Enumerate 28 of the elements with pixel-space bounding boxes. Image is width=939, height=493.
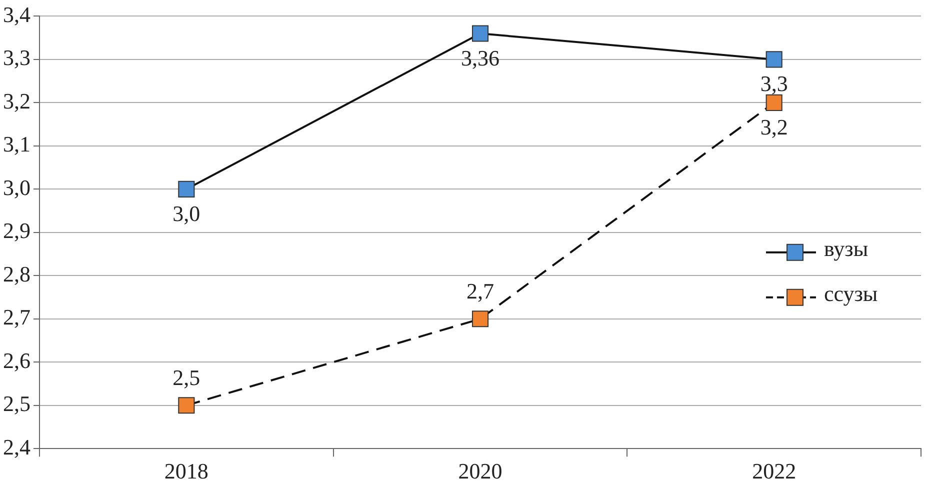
legend-label: вузы xyxy=(824,236,868,262)
legend-label: ссузы xyxy=(824,281,878,306)
y-tick-label: 3,0 xyxy=(3,174,30,200)
y-tick-label: 3,1 xyxy=(3,132,30,157)
x-tick-label: 2020 xyxy=(458,458,502,484)
y-tick-label: 2,5 xyxy=(3,391,30,416)
data-label: 3,2 xyxy=(760,114,788,140)
y-tick-label: 2,8 xyxy=(3,261,30,286)
y-tick-label: 2,7 xyxy=(3,304,30,330)
point xyxy=(472,310,489,328)
point xyxy=(178,180,195,198)
data-label: 3,0 xyxy=(172,200,200,226)
y-tick-label: 2,6 xyxy=(3,348,30,373)
y-tick-label: 2,4 xyxy=(3,434,30,460)
y-tick-label: 3,4 xyxy=(3,2,30,27)
data-label: 3,3 xyxy=(760,71,788,96)
x-tick-label: 2018 xyxy=(164,458,208,484)
x-tick-label: 2022 xyxy=(752,458,796,484)
y-tick-label: 3,3 xyxy=(3,45,30,70)
data-label: 2,5 xyxy=(172,365,200,390)
point xyxy=(766,94,782,111)
data-label: 3,36 xyxy=(461,45,500,70)
y-tick-label: 2,9 xyxy=(3,218,30,244)
point xyxy=(178,397,195,414)
data-label: 2,7 xyxy=(466,278,494,304)
y-tick-label: 3,2 xyxy=(3,88,30,114)
point xyxy=(472,25,489,42)
point xyxy=(766,51,782,68)
